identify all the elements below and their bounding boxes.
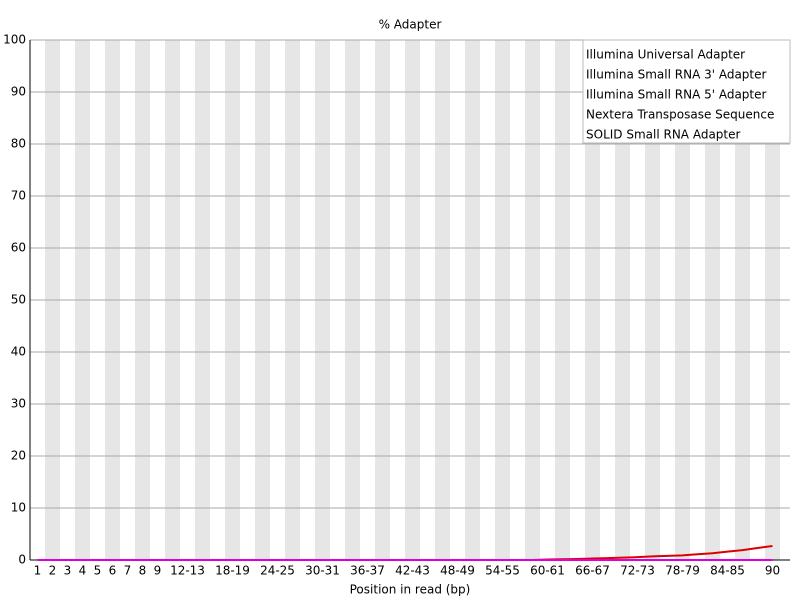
x-tick-label: 3 — [64, 564, 72, 578]
legend-entry: SOLID Small RNA Adapter — [586, 128, 740, 142]
x-tick-label: 66-67 — [575, 564, 610, 578]
x-tick-label: 30-31 — [305, 564, 340, 578]
x-tick-label: 24-25 — [260, 564, 295, 578]
x-tick-label: 54-55 — [485, 564, 520, 578]
y-tick-label: 80 — [11, 137, 26, 151]
chart-title: % Adapter — [379, 18, 442, 32]
x-tick-label: 7 — [124, 564, 132, 578]
x-tick-label: 48-49 — [440, 564, 475, 578]
x-tick-label: 1 — [34, 564, 42, 578]
x-tick-label: 8 — [139, 564, 147, 578]
y-tick-label: 70 — [11, 189, 26, 203]
x-tick-label: 12-13 — [170, 564, 205, 578]
y-tick-label: 60 — [11, 241, 26, 255]
x-tick-label: 60-61 — [530, 564, 565, 578]
y-tick-label: 100 — [3, 33, 26, 47]
x-tick-label: 9 — [154, 564, 162, 578]
legend-entry: Illumina Universal Adapter — [586, 48, 745, 62]
x-tick-label: 90 — [765, 564, 780, 578]
y-tick-label: 20 — [11, 449, 26, 463]
legend-entry: Illumina Small RNA 3' Adapter — [586, 68, 767, 82]
x-axis-label: Position in read (bp) — [350, 583, 471, 597]
legend-entry: Nextera Transposase Sequence — [586, 108, 774, 122]
x-tick-label: 42-43 — [395, 564, 430, 578]
y-tick-label: 90 — [11, 85, 26, 99]
x-tick-label: 5 — [94, 564, 102, 578]
x-tick-label: 4 — [79, 564, 87, 578]
y-tick-label: 0 — [18, 553, 26, 567]
x-tick-label: 6 — [109, 564, 117, 578]
y-tick-label: 10 — [11, 501, 26, 515]
legend-box — [582, 39, 791, 144]
x-tick-label: 78-79 — [665, 564, 700, 578]
x-tick-label: 84-85 — [710, 564, 745, 578]
y-tick-label: 30 — [11, 397, 26, 411]
x-tick-label: 36-37 — [350, 564, 385, 578]
y-tick-label: 40 — [11, 345, 26, 359]
y-tick-label: 50 — [11, 293, 26, 307]
x-tick-label: 2 — [49, 564, 57, 578]
legend-entry: Illumina Small RNA 5' Adapter — [586, 88, 767, 102]
x-tick-label: 18-19 — [215, 564, 250, 578]
x-tick-label: 72-73 — [620, 564, 655, 578]
